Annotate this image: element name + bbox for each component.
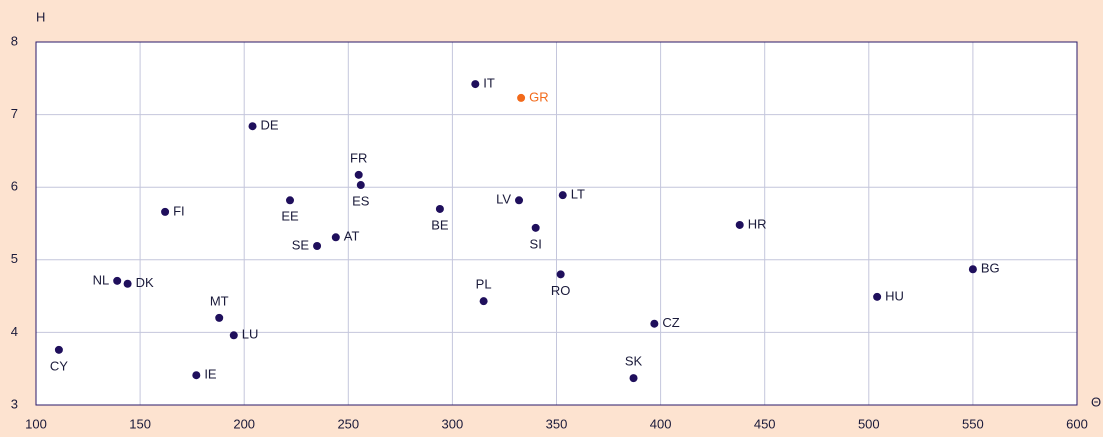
- x-tick-label: 200: [233, 416, 255, 431]
- point-label: LU: [242, 327, 259, 342]
- point-label: CZ: [662, 315, 679, 330]
- point: [650, 319, 659, 328]
- x-tick-label: 250: [337, 416, 359, 431]
- point-label: RO: [551, 283, 571, 298]
- point-label: EE: [281, 209, 299, 224]
- point-label: FR: [350, 150, 367, 165]
- x-tick-label: 100: [25, 416, 47, 431]
- point: [229, 331, 238, 340]
- x-tick-label: 150: [129, 416, 151, 431]
- point: [479, 297, 488, 306]
- point: [517, 93, 526, 102]
- x-tick-label: 300: [442, 416, 464, 431]
- x-tick-label: 500: [858, 416, 880, 431]
- point-label: LV: [496, 192, 511, 207]
- point: [192, 371, 201, 380]
- point-label: HR: [748, 216, 767, 231]
- point: [968, 265, 977, 274]
- point-label: FI: [173, 203, 185, 218]
- point-label: IE: [204, 367, 217, 382]
- point-label: SK: [625, 354, 643, 369]
- point: [54, 345, 63, 354]
- point-label: AT: [344, 229, 360, 244]
- point: [248, 122, 257, 131]
- point-label: BG: [981, 261, 1000, 276]
- point-label: LT: [571, 187, 585, 202]
- point: [556, 270, 565, 279]
- x-tick-label: 550: [962, 416, 984, 431]
- point: [354, 170, 363, 179]
- point: [515, 196, 524, 205]
- point: [558, 191, 567, 200]
- y-tick-label: 3: [11, 396, 18, 411]
- x-tick-label: 350: [546, 416, 568, 431]
- point: [215, 313, 224, 322]
- point-label: GR: [529, 89, 549, 104]
- point: [113, 276, 122, 285]
- point-label: IT: [483, 76, 495, 91]
- point: [286, 196, 295, 205]
- y-tick-label: 6: [11, 179, 18, 194]
- point-label: CY: [50, 358, 68, 373]
- point: [735, 220, 744, 229]
- y-tick-label: 7: [11, 106, 18, 121]
- point-label: NL: [93, 272, 110, 287]
- point: [161, 207, 170, 216]
- point-label: SE: [292, 237, 310, 252]
- point-label: DK: [136, 275, 154, 290]
- point: [356, 181, 365, 190]
- point: [531, 223, 540, 232]
- point: [629, 374, 638, 383]
- point-label: ES: [352, 193, 370, 208]
- point: [471, 80, 480, 89]
- point: [313, 242, 322, 251]
- point: [123, 279, 132, 288]
- x-tick-label: 400: [650, 416, 672, 431]
- x-tick-label: 600: [1066, 416, 1088, 431]
- point-label: MT: [210, 293, 229, 308]
- point-label: PL: [476, 277, 492, 292]
- point: [435, 204, 444, 213]
- point-label: BE: [431, 217, 449, 232]
- point-label: DE: [261, 118, 279, 133]
- point: [873, 292, 882, 301]
- plot-border: [35, 41, 1078, 406]
- y-axis-label: H: [36, 9, 45, 24]
- y-tick-label: 8: [11, 33, 18, 48]
- x-tick-label: 450: [754, 416, 776, 431]
- y-tick-label: 4: [11, 324, 18, 339]
- y-tick-label: 5: [11, 251, 18, 266]
- point-label: HU: [885, 288, 904, 303]
- x-axis-label: Θ: [1091, 394, 1101, 409]
- point: [331, 233, 340, 242]
- point-label: SI: [530, 236, 542, 251]
